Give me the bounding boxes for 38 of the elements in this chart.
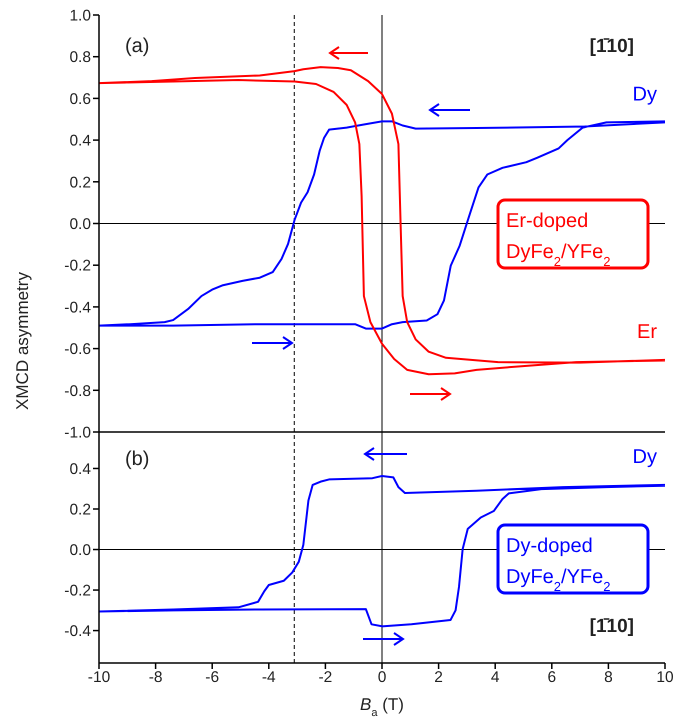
x-tick-label: -4 [262,669,276,686]
x-tick-label: 10 [656,669,674,686]
y-tick-label: 0.6 [69,90,91,108]
annotation: (b) [125,448,150,470]
y-tick-label: 0.8 [69,49,91,66]
y-tick-label: -0.2 [64,582,91,600]
y-tick-label: -0.4 [64,623,92,640]
x-tick-label: 2 [434,669,443,686]
x-tick-label: -6 [205,669,220,686]
x-tick-label: 8 [604,669,613,686]
y-tick-label: -1.0 [64,424,92,442]
series-label: Dy [632,83,657,106]
y-axis-title: XMCD asymmetry [13,272,32,410]
x-tick-label: -10 [88,669,111,686]
y-tick-label: 0.4 [69,460,92,478]
y-tick-label: 1.0 [69,8,92,25]
y-tick-label: 0.0 [69,542,92,560]
y-tick-label: 0.4 [69,132,92,150]
y-tick-label: -0.2 [64,258,91,275]
x-tick-label: -2 [318,669,332,686]
x-tick-label: -8 [148,669,162,686]
x-tick-label: 4 [490,669,500,686]
annotation: Er-doped DyFe$_{2}$/YFe$_{2}$ [506,210,611,268]
series-label: Er [637,320,658,343]
y-tick-label: -0.4 [64,299,92,316]
annotation: (a) [125,35,150,58]
annotation: Dy-doped DyFe$_{2}$/YFe$_{2}$ [506,535,611,594]
x-tick-label: 6 [547,669,556,686]
y-tick-label: 0.2 [69,502,91,519]
series-label: Dy [632,446,657,468]
y-tick-label: -0.6 [64,341,91,358]
annotation: [1̄10] [590,36,634,58]
y-tick-label: 0.0 [69,216,92,234]
x-tick-label: 0 [378,669,387,686]
annotation: [1̄10] [590,616,634,638]
x-axis-title: B$_{a}$ (T) [360,695,404,718]
y-tick-label: -0.8 [64,382,91,400]
y-tick-label: 0.2 [69,174,91,192]
